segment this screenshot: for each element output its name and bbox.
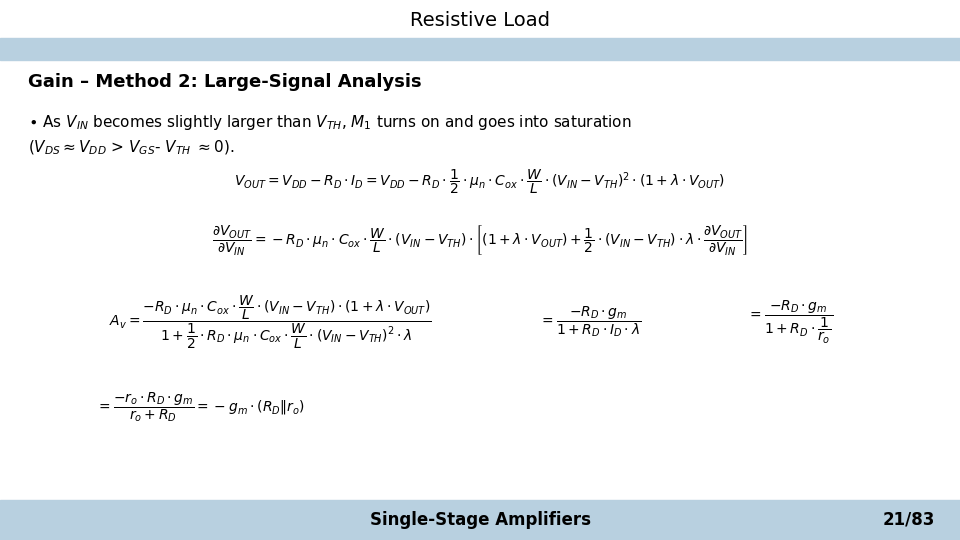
Text: Gain – Method 2: Large-Signal Analysis: Gain – Method 2: Large-Signal Analysis: [28, 73, 421, 91]
Bar: [0, 500, 960, 540]
Text: $\bullet$ As $V_{IN}$ becomes slightly larger than $V_{TH}$, $M_1$ turns on and : $\bullet$ As $V_{IN}$ becomes slightly l…: [28, 112, 632, 132]
Text: $A_v = \dfrac{-R_D \cdot \mu_n \cdot C_{ox} \cdot \dfrac{W}{L} \cdot (V_{IN} - V: $A_v = \dfrac{-R_D \cdot \mu_n \cdot C_{…: [108, 293, 431, 350]
Text: Resistive Load: Resistive Load: [410, 10, 550, 30]
Text: $= \dfrac{-R_D \cdot g_m}{1 + R_D \cdot I_D \cdot \lambda}$: $= \dfrac{-R_D \cdot g_m}{1 + R_D \cdot …: [539, 305, 641, 339]
Text: $= \dfrac{-R_D \cdot g_m}{1 + R_D \cdot \dfrac{1}{r_o}}$: $= \dfrac{-R_D \cdot g_m}{1 + R_D \cdot …: [747, 299, 833, 346]
Text: Single-Stage Amplifiers: Single-Stage Amplifiers: [370, 511, 590, 529]
Text: $\dfrac{\partial V_{OUT}}{\partial V_{IN}} = -R_D \cdot \mu_n \cdot C_{ox} \cdot: $\dfrac{\partial V_{OUT}}{\partial V_{IN…: [212, 223, 748, 257]
Text: $V_{OUT} = V_{DD} - R_D \cdot I_D = V_{DD} - R_D \cdot \dfrac{1}{2} \cdot \mu_n : $V_{OUT} = V_{DD} - R_D \cdot I_D = V_{D…: [234, 168, 726, 196]
Text: 21/83: 21/83: [882, 511, 935, 529]
Text: $= \dfrac{-r_o \cdot R_D \cdot g_m}{r_o + R_D} = -g_m \cdot (R_D \| r_o)$: $= \dfrac{-r_o \cdot R_D \cdot g_m}{r_o …: [96, 390, 304, 424]
Text: ($V_{DS}$$\approx$$V_{DD}$ > $V_{GS}$- $V_{TH}$ $\approx$0).: ($V_{DS}$$\approx$$V_{DD}$ > $V_{GS}$- $…: [28, 139, 234, 157]
Bar: [0, 38, 960, 60]
